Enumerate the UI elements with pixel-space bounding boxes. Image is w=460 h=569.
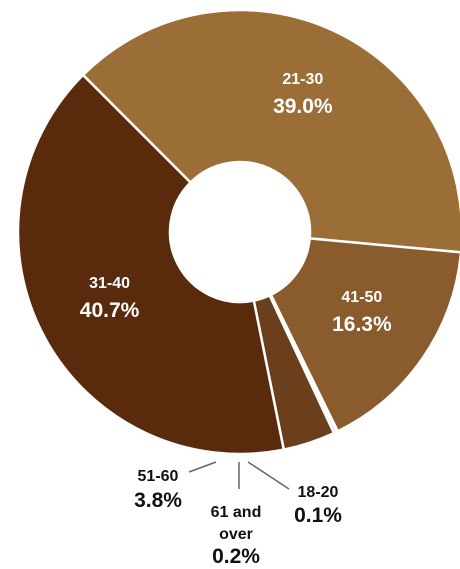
slice-label-21-30: 21-30 [282,71,323,88]
donut-hole [170,162,310,302]
slice-value-41-50: 16.3% [332,313,392,336]
slice-label-41-50: 41-50 [341,289,382,306]
leader-lines [188,461,290,490]
slice-label-61-and-over: 61 and over [211,504,262,543]
slice-value-51-60: 3.8% [134,489,182,512]
slice-labels: 21-30 39.0% 41-50 16.3% 18-20 0.1% 61 and over0… [80,71,392,568]
leader-line-51-60 [188,461,217,473]
slice-label-18-20: 18-20 [298,484,339,501]
slice-label-51-60: 51-60 [138,468,179,485]
slice-value-61-and-over: 0.2% [212,545,260,568]
slices [16,8,460,456]
leader-line-18-20 [247,461,290,490]
slice-value-31-40: 40.7% [80,299,140,322]
slice-value-21-30: 39.0% [273,95,333,118]
slice-label-31-40: 31-40 [89,275,130,292]
slice-value-18-20: 0.1% [294,504,342,527]
